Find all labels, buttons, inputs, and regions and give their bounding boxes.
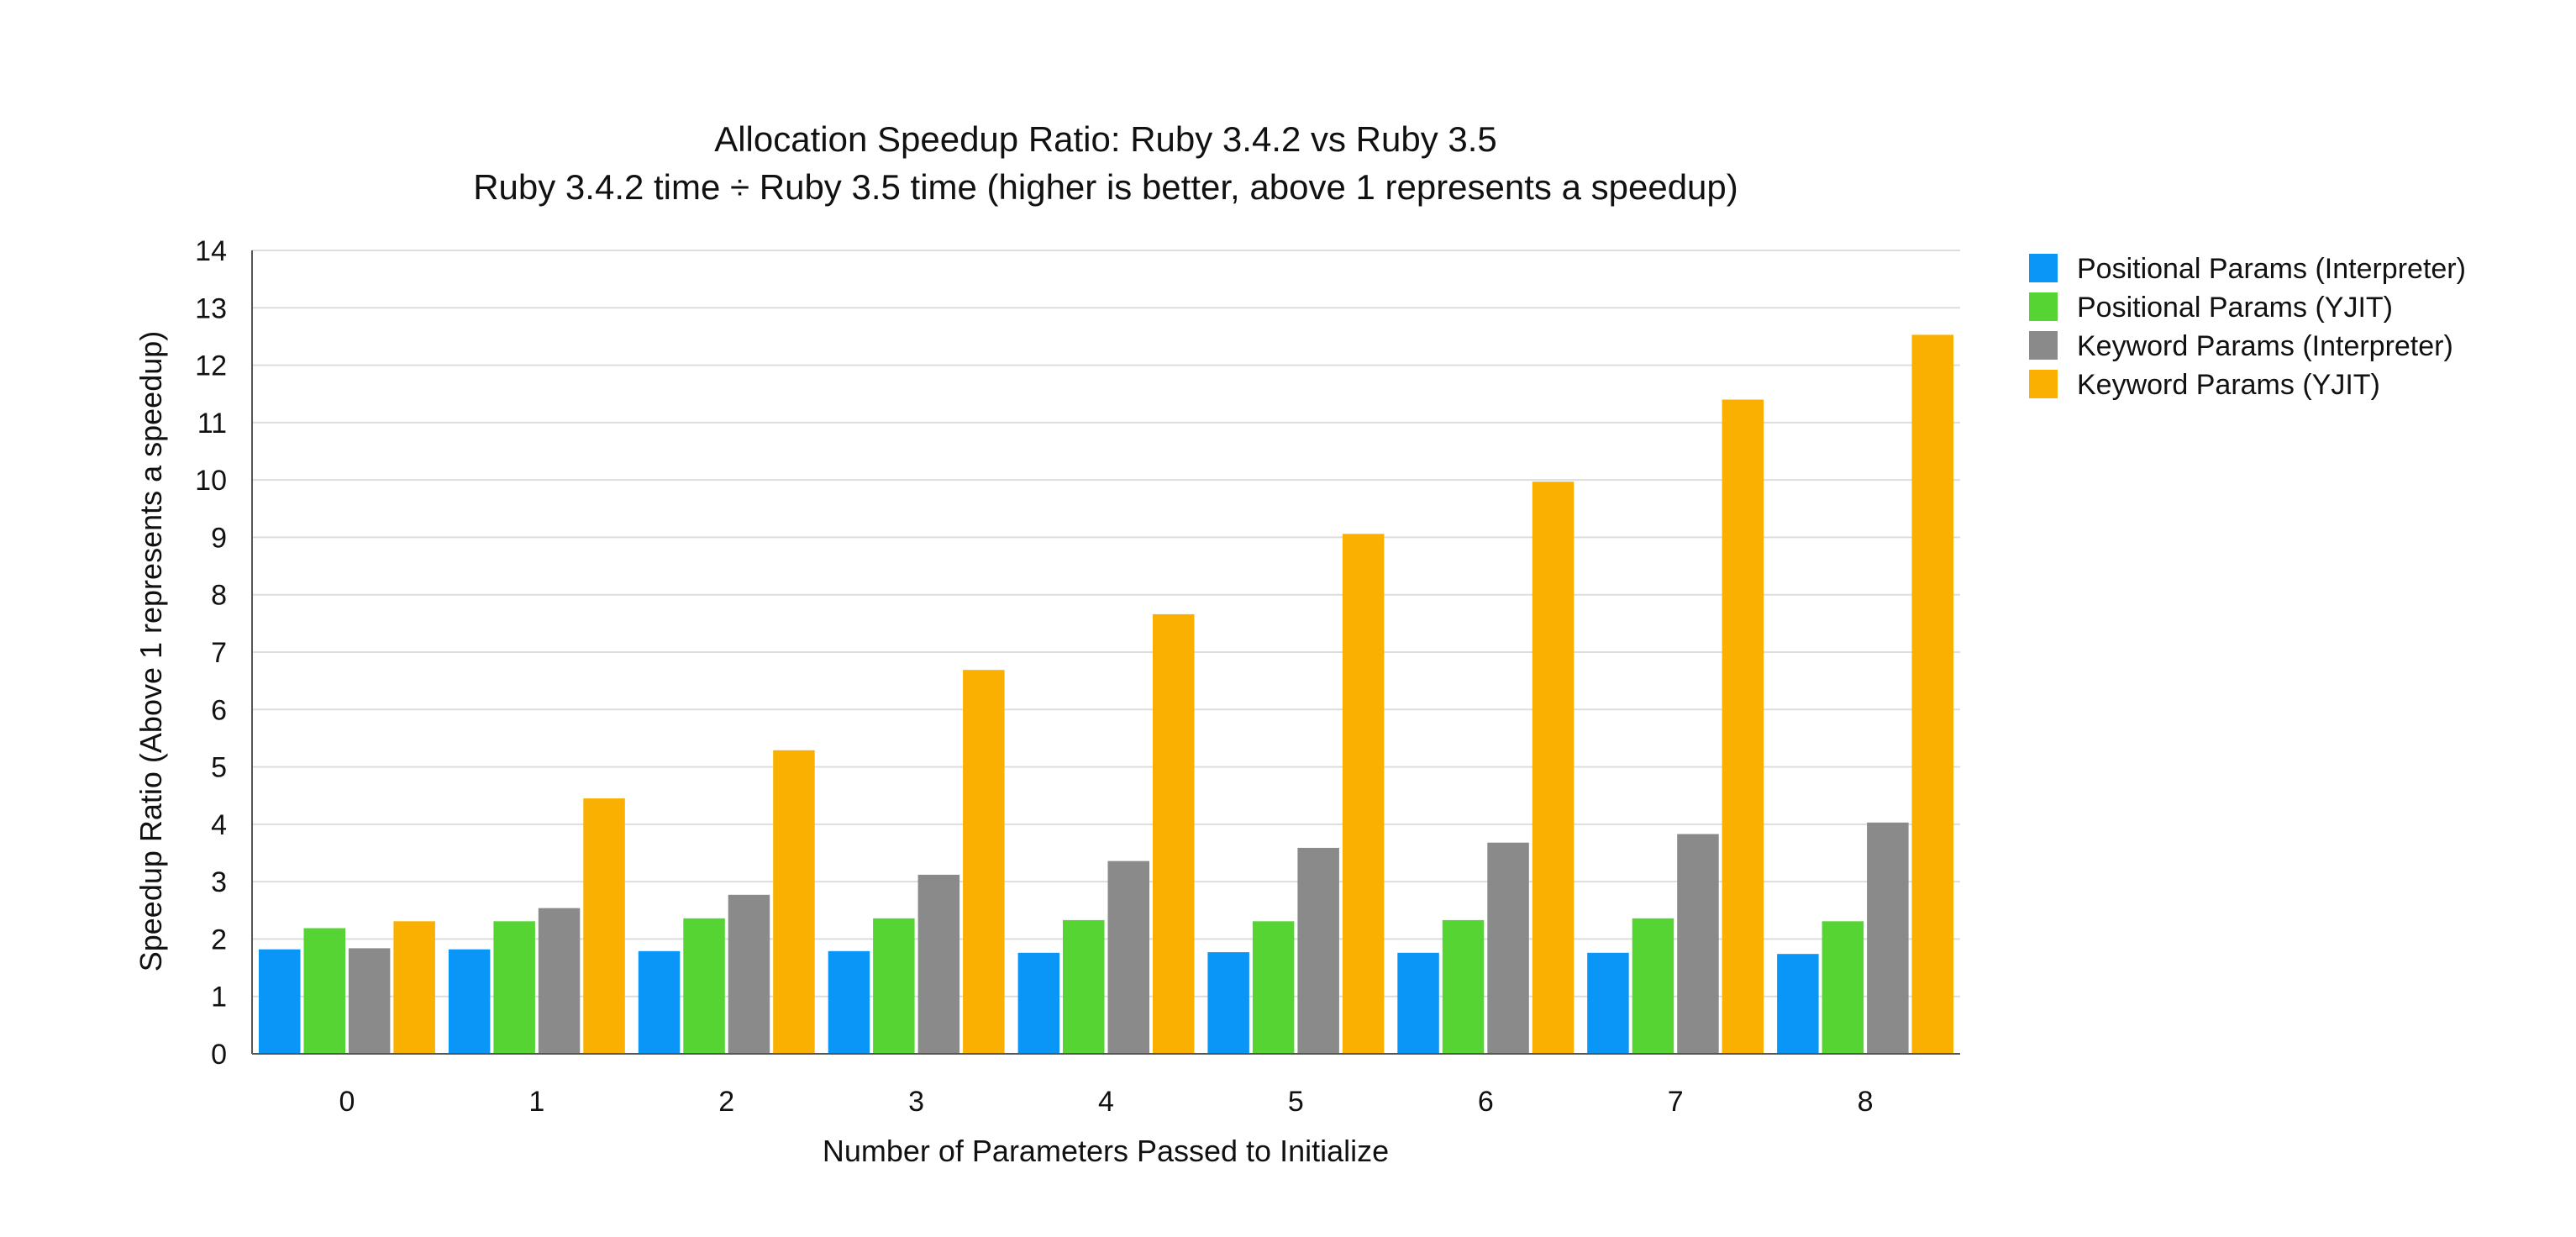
- bar-keyword-params-yjit-1: [583, 798, 625, 1054]
- bar-positional-params-yjit-1: [493, 921, 535, 1054]
- legend-swatch: [2029, 370, 2058, 398]
- y-tick-label: 1: [211, 982, 227, 1013]
- bar-keyword-params-interpreter-5: [1297, 847, 1339, 1054]
- legend-swatch: [2029, 331, 2058, 360]
- x-tick-label: 7: [1668, 1086, 1684, 1118]
- x-axis-ticks: 0 1 2 3 4 5 6 7 8: [339, 1086, 1873, 1118]
- bar-keyword-params-interpreter-0: [348, 948, 391, 1054]
- bar-keyword-params-yjit-3: [963, 670, 1005, 1054]
- bar-keyword-params-interpreter-6: [1487, 842, 1529, 1054]
- bars: [259, 334, 1953, 1054]
- bar-positional-params-yjit-8: [1822, 921, 1864, 1054]
- x-tick-label: 0: [339, 1086, 355, 1118]
- y-tick-label: 2: [211, 924, 227, 955]
- bar-positional-params-yjit-2: [683, 918, 725, 1054]
- legend-swatch: [2029, 254, 2058, 282]
- legend-swatch: [2029, 292, 2058, 321]
- legend-label: Positional Params (YJIT): [2077, 292, 2393, 324]
- bar-positional-params-interpreter-6: [1397, 952, 1439, 1054]
- bar-positional-params-yjit-4: [1063, 919, 1105, 1054]
- x-tick-label: 6: [1478, 1086, 1494, 1118]
- bar-keyword-params-yjit-0: [393, 921, 435, 1054]
- y-axis-title: Speedup Ratio (Above 1 represents a spee…: [134, 331, 168, 972]
- x-tick-label: 1: [528, 1086, 544, 1118]
- bar-keyword-params-interpreter-2: [728, 894, 770, 1054]
- bar-positional-params-interpreter-2: [638, 950, 681, 1054]
- bar-positional-params-yjit-6: [1442, 919, 1485, 1054]
- y-tick-label: 11: [197, 408, 227, 440]
- bar-keyword-params-interpreter-4: [1107, 861, 1149, 1054]
- bar-positional-params-interpreter-5: [1207, 952, 1249, 1054]
- legend-label: Keyword Params (Interpreter): [2077, 330, 2453, 362]
- y-tick-label: 3: [211, 866, 227, 898]
- bar-keyword-params-yjit-7: [1722, 399, 1764, 1054]
- bar-keyword-params-yjit-5: [1342, 534, 1385, 1054]
- gridlines: [252, 250, 1960, 997]
- bar-positional-params-yjit-0: [303, 928, 345, 1054]
- bar-positional-params-interpreter-1: [448, 949, 491, 1054]
- y-tick-label: 13: [195, 292, 227, 324]
- y-tick-label: 4: [211, 809, 227, 841]
- x-tick-label: 4: [1098, 1086, 1114, 1118]
- y-tick-label: 7: [211, 637, 227, 669]
- chart-title: Allocation Speedup Ratio: Ruby 3.4.2 vs …: [714, 119, 1497, 159]
- bar-keyword-params-yjit-8: [1911, 334, 1953, 1054]
- bar-keyword-params-interpreter-8: [1867, 822, 1909, 1054]
- bar-keyword-params-interpreter-7: [1677, 834, 1719, 1054]
- bar-positional-params-interpreter-3: [828, 950, 870, 1054]
- x-tick-label: 3: [908, 1086, 924, 1118]
- bar-positional-params-interpreter-8: [1777, 954, 1819, 1054]
- bar-positional-params-interpreter-0: [259, 949, 301, 1054]
- bar-keyword-params-interpreter-3: [917, 874, 960, 1054]
- x-tick-label: 5: [1288, 1086, 1304, 1118]
- x-tick-label: 8: [1858, 1086, 1874, 1118]
- y-tick-label: 0: [211, 1039, 227, 1071]
- x-tick-label: 2: [718, 1086, 734, 1118]
- y-tick-label: 10: [195, 465, 227, 497]
- x-axis-title: Number of Parameters Passed to Initializ…: [823, 1134, 1389, 1168]
- bar-positional-params-yjit-5: [1252, 921, 1295, 1054]
- bar-keyword-params-yjit-4: [1153, 613, 1195, 1054]
- y-tick-label: 8: [211, 580, 227, 612]
- chart-subtitle: Ruby 3.4.2 time ÷ Ruby 3.5 time (higher …: [473, 167, 1738, 207]
- bar-positional-params-interpreter-4: [1017, 952, 1060, 1054]
- y-tick-label: 14: [195, 235, 227, 267]
- bar-positional-params-yjit-7: [1632, 918, 1674, 1054]
- legend: Positional Params (Interpreter) Positiona…: [2029, 253, 2466, 401]
- bar-keyword-params-yjit-6: [1532, 482, 1575, 1054]
- legend-label: Keyword Params (YJIT): [2077, 369, 2380, 401]
- legend-label: Positional Params (Interpreter): [2077, 253, 2466, 285]
- y-tick-label: 6: [211, 694, 227, 726]
- bar-keyword-params-yjit-2: [773, 750, 815, 1054]
- bar-positional-params-interpreter-7: [1587, 952, 1629, 1054]
- bar-keyword-params-interpreter-1: [538, 908, 581, 1054]
- y-tick-label: 5: [211, 752, 227, 784]
- y-tick-label: 9: [211, 522, 227, 554]
- bar-positional-params-yjit-3: [873, 918, 915, 1054]
- y-tick-label: 12: [195, 350, 227, 382]
